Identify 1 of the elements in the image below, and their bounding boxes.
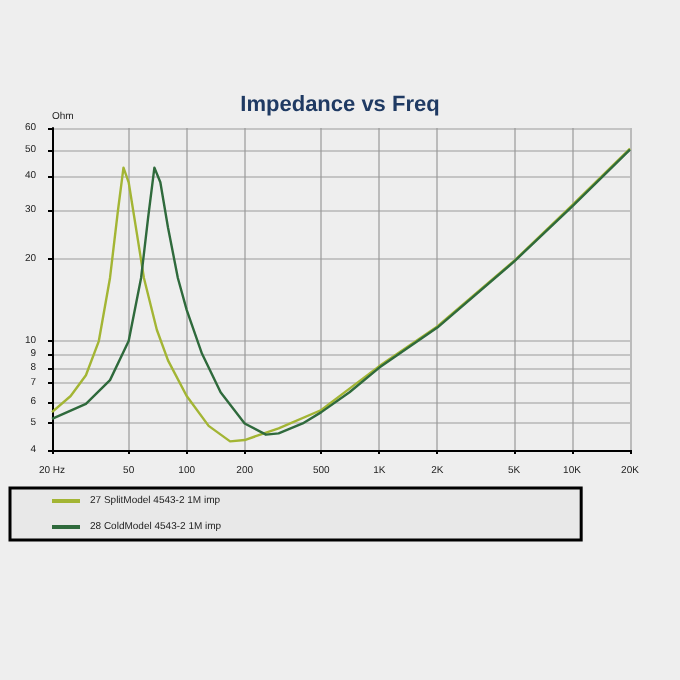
chart-title: Impedance vs Freq <box>240 93 440 117</box>
